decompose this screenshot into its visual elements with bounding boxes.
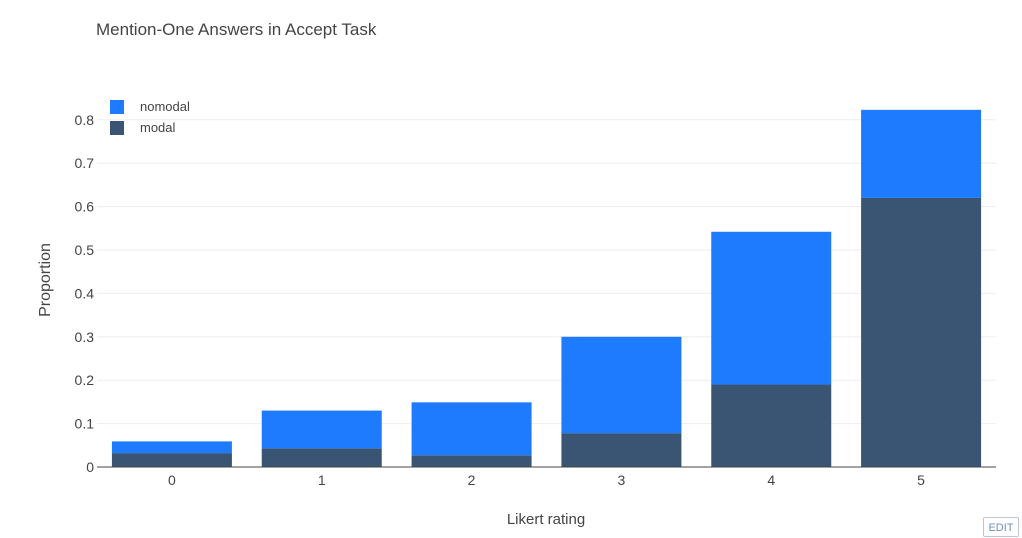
bar-nomodal [861,109,982,198]
bar-modal [111,453,232,467]
x-axis-title: Likert rating [507,511,585,528]
y-tick-label: 0.3 [75,329,95,345]
legend-label-nomodal: nomodal [140,99,190,114]
edit-button[interactable]: EDIT [983,517,1019,537]
bar-modal [711,384,832,467]
bar-nomodal [711,231,832,385]
bar-modal [861,197,982,468]
bar-nomodal [261,410,382,449]
x-tick-label: 5 [917,472,925,488]
legend-swatch-nomodal [110,100,124,114]
bar-modal [261,448,382,467]
y-tick-label: 0 [86,459,94,475]
bars [111,109,982,468]
x-tick-label: 3 [618,472,626,488]
x-tick-label: 2 [468,472,476,488]
x-tick-label: 4 [767,472,775,488]
y-tick-label: 0.5 [75,242,95,258]
bar-modal [561,433,682,467]
legend: nomodal modal [110,99,190,135]
legend-swatch-modal [110,121,124,135]
legend-label-modal: modal [140,120,176,135]
grid-lines [97,119,996,425]
bar-nomodal [561,336,682,434]
bar-nomodal [411,402,532,456]
y-tick-label: 0.8 [75,112,95,128]
bar-nomodal [111,441,232,454]
bar-modal [411,455,532,467]
x-tick-label: 0 [168,472,176,488]
y-axis-title: Proportion [37,243,54,317]
y-tick-label: 0.4 [75,285,95,301]
y-tick-label: 0.6 [75,199,95,215]
x-tick-label: 1 [318,472,326,488]
chart-title: Mention-One Answers in Accept Task [96,20,377,39]
axes: 0 0.1 0.2 0.3 0.4 0.5 0.6 0.7 0.8 0 1 2 3 4 5 [75,112,996,488]
y-tick-label: 0.1 [75,416,95,432]
y-tick-label: 0.2 [75,372,95,388]
y-tick-label: 0.7 [75,155,95,171]
